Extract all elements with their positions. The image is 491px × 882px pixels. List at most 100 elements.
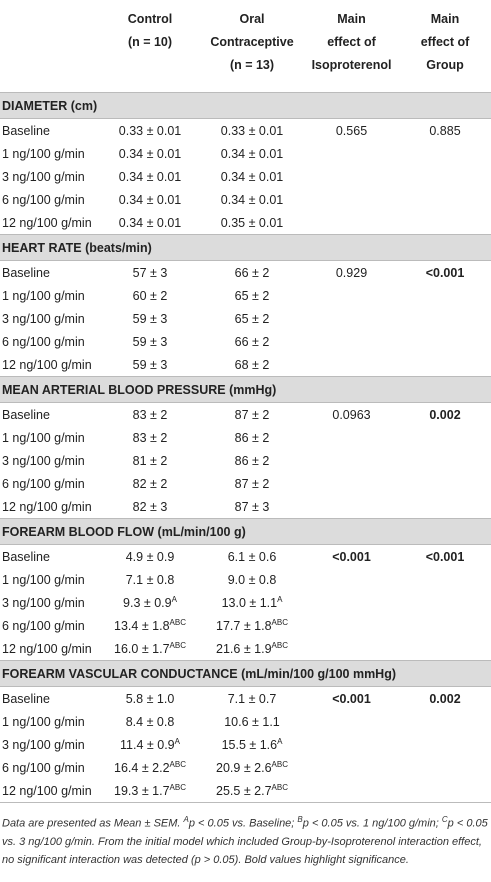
value-cell	[399, 710, 491, 733]
data-row: 3 ng/100 g/min 9.3 ± 0.9A 13.0 ± 1.1A	[0, 591, 491, 614]
data-row: Baseline 83 ± 2 87 ± 2 0.0963 0.002	[0, 403, 491, 427]
footnote-superscript: C	[441, 815, 448, 824]
value-cell: 82 ± 2	[100, 472, 200, 495]
value-cell	[304, 284, 399, 307]
value-text: 60 ± 2	[132, 288, 168, 303]
value-cell	[399, 142, 491, 165]
header-text: Control	[127, 12, 173, 26]
row-label: Baseline	[2, 265, 50, 280]
value-text: 86 ± 2	[234, 430, 270, 445]
value-cell: 0.929	[304, 261, 399, 285]
data-row: 6 ng/100 g/min 16.4 ± 2.2ABC 20.9 ± 2.6ABC	[0, 756, 491, 779]
value-cell	[304, 710, 399, 733]
row-label: 12 ng/100 g/min	[2, 499, 92, 514]
value-cell: 0.34 ± 0.01	[100, 165, 200, 188]
value-cell: 68 ± 2	[200, 353, 304, 377]
data-row: 12 ng/100 g/min 0.34 ± 0.01 0.35 ± 0.01	[0, 211, 491, 235]
value-cell	[399, 733, 491, 756]
data-row: Baseline 4.9 ± 0.9 6.1 ± 0.6 <0.001 <0.001	[0, 545, 491, 569]
value-cell: 11.4 ± 0.9A	[100, 733, 200, 756]
value-text: 21.6 ± 1.9	[216, 642, 272, 657]
value-text: 59 ± 3	[132, 311, 168, 326]
value-cell: 9.3 ± 0.9A	[100, 591, 200, 614]
value-cell: 0.35 ± 0.01	[200, 211, 304, 235]
value-cell: 6.1 ± 0.6	[200, 545, 304, 569]
value-cell	[304, 779, 399, 802]
value-text: 13.0 ± 1.1	[221, 596, 278, 611]
value-cell	[399, 637, 491, 661]
value-text: <0.001	[332, 691, 371, 706]
section-title: HEART RATE (beats/min)	[0, 234, 491, 261]
row-label: 3 ng/100 g/min	[2, 737, 85, 752]
value-cell: 87 ± 2	[200, 472, 304, 495]
value-cell: 4.9 ± 0.9	[100, 545, 200, 569]
value-cell: 59 ± 3	[100, 353, 200, 377]
value-cell: 81 ± 2	[100, 449, 200, 472]
header-cell: Oral Contraceptive (n = 13)	[200, 0, 304, 93]
data-row: 1 ng/100 g/min 0.34 ± 0.01 0.34 ± 0.01	[0, 142, 491, 165]
header-text: (n = 10)	[127, 35, 173, 49]
header-text: (n = 13)	[229, 58, 275, 72]
value-text: 0.002	[429, 691, 461, 706]
value-text: 65 ± 2	[234, 311, 270, 326]
value-text: 82 ± 3	[132, 499, 168, 514]
value-cell	[304, 568, 399, 591]
superscript: ABC	[271, 759, 288, 769]
value-text: 10.6 ± 1.1	[224, 714, 280, 729]
value-cell: 0.34 ± 0.01	[100, 211, 200, 235]
value-cell	[399, 568, 491, 591]
value-cell: 57 ± 3	[100, 261, 200, 285]
value-cell	[304, 211, 399, 235]
value-cell	[399, 779, 491, 802]
superscript: A	[277, 594, 283, 604]
value-cell	[304, 472, 399, 495]
value-text: <0.001	[425, 549, 465, 564]
value-cell: 83 ± 2	[100, 426, 200, 449]
header-text: Isoproterenol	[311, 58, 392, 72]
value-cell	[304, 165, 399, 188]
value-text: 0.35 ± 0.01	[220, 215, 284, 230]
value-text: 13.4 ± 1.8	[114, 619, 170, 634]
superscript: ABC	[169, 759, 186, 769]
value-cell: 13.0 ± 1.1A	[200, 591, 304, 614]
section-title: FOREARM VASCULAR CONDUCTANCE (mL/min/100…	[0, 660, 491, 687]
value-cell	[399, 591, 491, 614]
value-text: 9.3 ± 0.9	[123, 596, 172, 611]
section-row: HEART RATE (beats/min)	[0, 234, 491, 261]
value-cell	[399, 756, 491, 779]
value-cell: 5.8 ± 1.0	[100, 687, 200, 711]
value-cell	[304, 330, 399, 353]
value-text: 6.1 ± 0.6	[227, 549, 277, 564]
value-text: 87 ± 3	[234, 499, 270, 514]
value-text: 15.5 ± 1.6	[221, 738, 278, 753]
row-label: 6 ng/100 g/min	[2, 760, 85, 775]
value-cell: 13.4 ± 1.8ABC	[100, 614, 200, 637]
value-text: 0.885	[429, 123, 461, 138]
superscript: A	[171, 594, 177, 604]
header-text: Main	[430, 12, 460, 26]
value-text: 0.929	[335, 265, 368, 280]
data-row: 12 ng/100 g/min 82 ± 3 87 ± 3	[0, 495, 491, 519]
data-row: 3 ng/100 g/min 81 ± 2 86 ± 2	[0, 449, 491, 472]
section-title: FOREARM BLOOD FLOW (mL/min/100 g)	[0, 518, 491, 545]
row-label: 6 ng/100 g/min	[2, 334, 85, 349]
value-cell: 83 ± 2	[100, 403, 200, 427]
value-cell: 0.002	[399, 403, 491, 427]
footnote-superscript: A	[183, 815, 189, 824]
value-cell	[399, 426, 491, 449]
value-text: 87 ± 2	[234, 476, 270, 491]
row-label: 3 ng/100 g/min	[2, 595, 85, 610]
value-cell: <0.001	[399, 545, 491, 569]
value-text: 0.0963	[332, 407, 371, 422]
value-text: 66 ± 2	[234, 334, 270, 349]
footnote: Data are presented as Mean ± SEM. Ap < 0…	[0, 802, 491, 869]
value-cell: 7.1 ± 0.8	[100, 568, 200, 591]
value-cell	[399, 165, 491, 188]
data-row: 12 ng/100 g/min 19.3 ± 1.7ABC 25.5 ± 2.7AB…	[0, 779, 491, 802]
value-cell	[399, 284, 491, 307]
row-label: 12 ng/100 g/min	[2, 357, 92, 372]
row-label: 12 ng/100 g/min	[2, 215, 92, 230]
value-cell: 7.1 ± 0.7	[200, 687, 304, 711]
value-cell: 25.5 ± 2.7ABC	[200, 779, 304, 802]
